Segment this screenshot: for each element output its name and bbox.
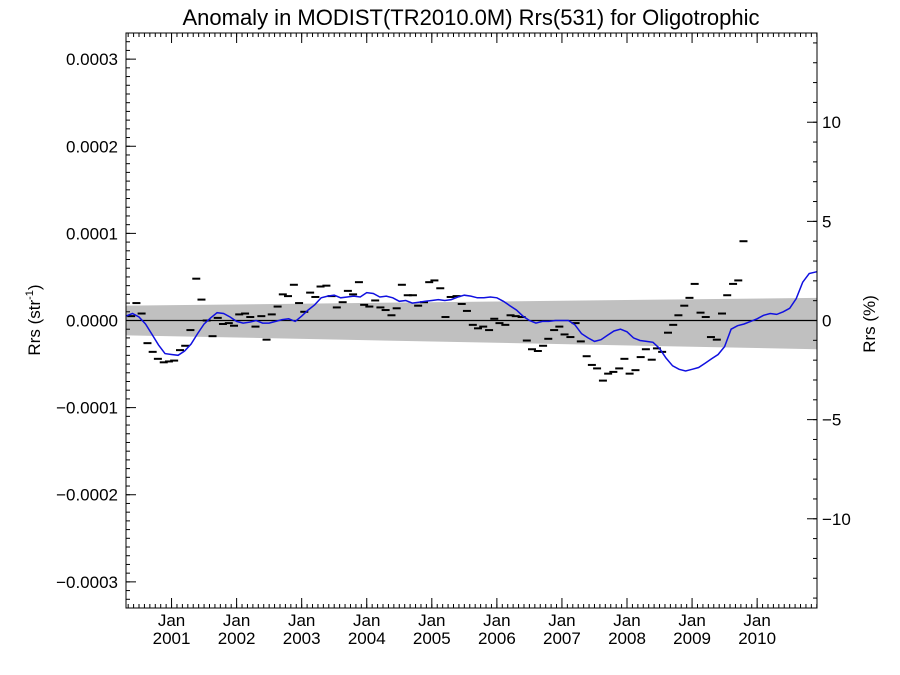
left-tick-label: 0.0003 [66,50,118,69]
smoothed-series-layer [125,270,818,372]
left-tick-label: −0.0001 [56,399,118,418]
x-tick-label-month: Jan [483,611,510,630]
right-tick-label: −5 [822,411,841,430]
x-tick-label-year: 2008 [608,629,646,648]
x-tick-label-month: Jan [288,611,315,630]
plot-area [125,32,818,609]
x-tick-label-year: 2004 [348,629,386,648]
left-y-axis-label: Rrs (str-1) [24,284,44,355]
confidence-band [126,297,817,350]
left-y-axis-label-superscript: -1 [24,290,36,300]
chart-title: Anomaly in MODIST(TR2010.0M) Rrs(531) fo… [182,5,759,30]
left-tick-label: −0.0002 [56,486,118,505]
left-tick-label: 0.0001 [66,224,118,243]
x-tick-label-month: Jan [418,611,445,630]
right-tick-label: −10 [822,510,851,529]
left-y-axis-label-tail: ) [25,284,44,290]
right-tick-label: 10 [822,113,841,132]
x-tick-label-year: 2007 [543,629,581,648]
left-tick-label: 0.0000 [66,312,118,331]
x-tick-label-month: Jan [158,611,185,630]
right-y-axis: 10 5 0 −5 −10 [807,42,851,599]
x-tick-label-month: Jan [223,611,250,630]
x-tick-label-month: Jan [548,611,575,630]
right-tick-label: 0 [822,312,831,331]
x-axis: Jan2001Jan2002Jan2003Jan2004Jan2005Jan20… [127,33,818,648]
x-tick-label-year: 2002 [218,629,256,648]
left-tick-label: 0.0002 [66,137,118,156]
right-tick-label: 5 [822,212,831,231]
x-tick-label-month: Jan [613,611,640,630]
x-tick-label-year: 2003 [283,629,321,648]
right-y-axis-label: Rrs (%) [860,295,879,353]
x-tick-label-month: Jan [353,611,380,630]
series-line [125,270,818,372]
x-tick-label-year: 2005 [413,629,451,648]
x-tick-label-month: Jan [678,611,705,630]
x-tick-label-year: 2006 [478,629,516,648]
left-y-axis: 0.0003 0.0002 0.0001 0.0000 −0.0001 −0.0002 −0… [56,41,136,609]
x-tick-label-month: Jan [743,611,770,630]
x-tick-label-year: 2001 [153,629,191,648]
x-tick-label-year: 2010 [738,629,776,648]
x-tick-label-year: 2009 [673,629,711,648]
left-y-axis-label-main: Rrs (str [25,300,44,356]
confidence-band-layer [126,297,817,350]
left-tick-label: −0.0003 [56,573,118,592]
